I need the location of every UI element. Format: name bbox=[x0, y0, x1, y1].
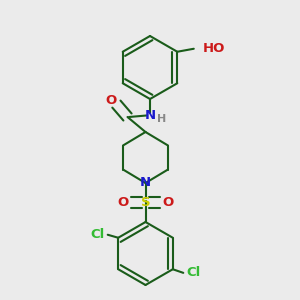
Text: Cl: Cl bbox=[91, 228, 105, 241]
Text: S: S bbox=[141, 196, 150, 209]
Text: O: O bbox=[163, 196, 174, 209]
Text: Cl: Cl bbox=[186, 266, 200, 279]
Text: N: N bbox=[140, 176, 151, 190]
Text: N: N bbox=[144, 109, 156, 122]
Text: H: H bbox=[157, 114, 166, 124]
Text: HO: HO bbox=[203, 42, 225, 55]
Text: O: O bbox=[117, 196, 128, 209]
Text: O: O bbox=[106, 94, 117, 107]
